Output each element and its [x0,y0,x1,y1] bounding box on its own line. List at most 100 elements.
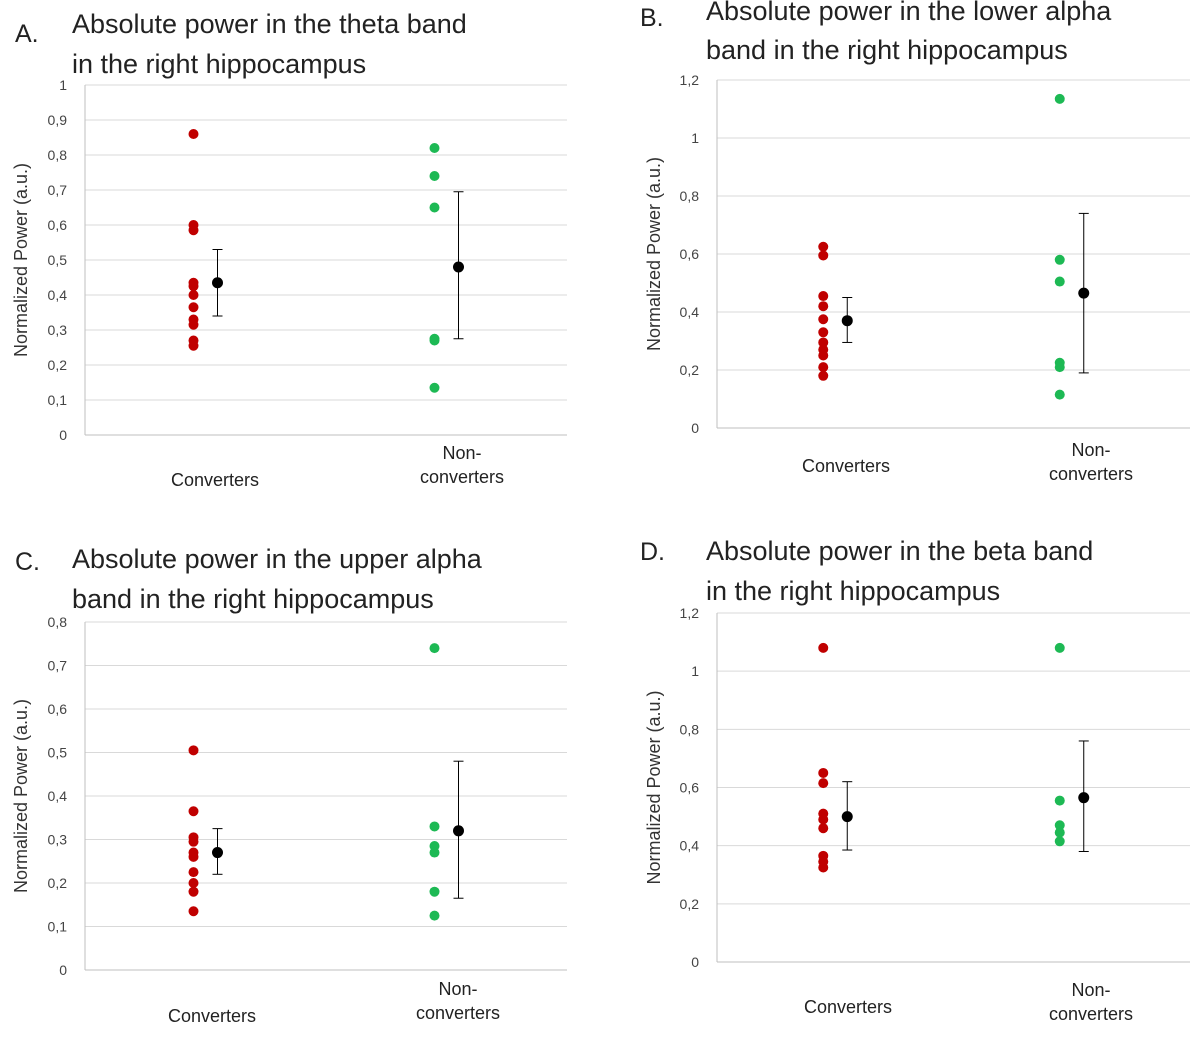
data-point-converters [818,823,829,834]
data-point-converters [188,836,199,847]
mean-point [1078,287,1090,299]
category-label: Non- [442,443,481,463]
y-tick-label: 0 [59,427,67,443]
data-point-converters [188,319,199,330]
mean-point [841,315,853,327]
data-point-non-converters [1054,389,1065,400]
y-tick-label: 0,4 [680,304,700,320]
data-point-non-converters [429,643,440,654]
data-point-converters [818,862,829,873]
panel-letter: D. [640,538,665,566]
y-axis-label: Normalized Power (a.u.) [644,690,664,884]
data-point-converters [188,867,199,878]
chart-panel-4: D. Absolute power in the beta band in the … [640,536,1190,1024]
y-tick-label: 0,3 [48,832,68,848]
y-tick-label: 0,7 [48,182,68,198]
data-point-non-converters [429,886,440,897]
y-tick-label: 0,8 [48,614,68,630]
category-label: Non- [438,979,477,999]
category-label: Converters [171,470,259,490]
category-label: converters [1049,464,1133,484]
data-point-converters [818,241,829,252]
data-point-converters [188,225,199,236]
y-tick-label: 0,6 [680,246,700,262]
data-point-converters [818,350,829,361]
y-tick-label: 0,2 [48,357,68,373]
y-tick-label: 0,2 [680,896,700,912]
data-point-converters [818,370,829,381]
data-point-non-converters [429,847,440,858]
data-point-non-converters [429,382,440,393]
y-tick-label: 1 [691,663,699,679]
data-point-converters [818,314,829,325]
mean-point [841,811,853,823]
y-tick-label: 0 [691,954,699,970]
data-point-non-converters [429,171,440,181]
chart-title-line: in the right hippocampus [706,576,1000,606]
data-point-converters [188,886,199,897]
data-point-converters [188,302,199,313]
category-label: Non- [1071,980,1110,1000]
y-axis-label: Normalized Power (a.u.) [11,163,31,357]
data-point-non-converters [1054,362,1065,373]
data-point-non-converters [1054,795,1065,806]
data-point-converters [188,281,199,292]
y-tick-label: 0,4 [680,838,700,854]
data-point-converters [818,778,829,789]
chart-title-line: Absolute power in the upper alpha [72,544,483,574]
chart-title-line: Absolute power in the lower alpha [706,0,1112,26]
panel-letter: A. [15,20,39,48]
y-axis-label: Normalized Power (a.u.) [11,699,31,893]
y-tick-label: 0,5 [48,745,68,761]
y-tick-label: 0,6 [680,780,700,796]
data-point-non-converters [429,143,440,153]
data-point-converters [188,290,199,300]
data-point-converters [188,129,199,139]
y-tick-label: 0 [691,420,699,436]
category-label: Converters [802,456,890,476]
data-point-converters [818,642,829,653]
y-tick-label: 1,2 [680,72,700,88]
chart-title-line: in the right hippocampus [72,49,366,79]
mean-point [1078,792,1090,804]
y-tick-label: 0,2 [48,875,68,891]
category-label: Non- [1071,440,1110,460]
data-point-non-converters [1054,254,1065,265]
mean-point [453,261,464,273]
category-label: Converters [804,997,892,1017]
data-point-non-converters [1054,276,1065,287]
data-point-non-converters [429,910,440,921]
data-point-non-converters [1054,642,1065,653]
chart-title-line: band in the right hippocampus [72,584,434,614]
data-point-non-converters [1054,820,1065,831]
y-tick-label: 0,1 [48,392,68,408]
data-point-non-converters [1054,93,1065,104]
data-point-converters [188,340,199,351]
panel-letter: C. [15,548,40,576]
data-point-converters [818,767,829,778]
y-tick-label: 0,4 [48,788,68,804]
y-tick-label: 0,7 [48,658,68,674]
y-tick-label: 1 [691,130,699,146]
chart-panel-3: C. Absolute power in the upper alpha band … [11,544,567,1026]
y-tick-label: 0,9 [48,112,68,128]
y-tick-label: 0,3 [48,322,68,338]
y-tick-label: 0,5 [48,252,68,268]
mean-point [212,847,223,859]
mean-point [453,825,464,837]
data-point-non-converters [1054,836,1065,847]
chart-panel-2: B. Absolute power in the lower alpha band … [640,0,1190,484]
y-tick-label: 0 [59,962,67,978]
chart-title-line: Absolute power in the theta band [72,9,467,39]
y-tick-label: 0,4 [48,287,68,303]
category-label: Converters [168,1006,256,1026]
y-axis-label: Normalized Power (a.u.) [644,157,664,351]
y-tick-label: 0,6 [48,701,68,717]
data-point-converters [188,878,199,888]
data-point-converters [818,362,829,373]
data-point-converters [818,301,829,312]
data-point-non-converters [429,821,440,832]
mean-point [212,277,223,289]
data-point-converters [188,806,199,817]
category-label: converters [1049,1004,1133,1024]
